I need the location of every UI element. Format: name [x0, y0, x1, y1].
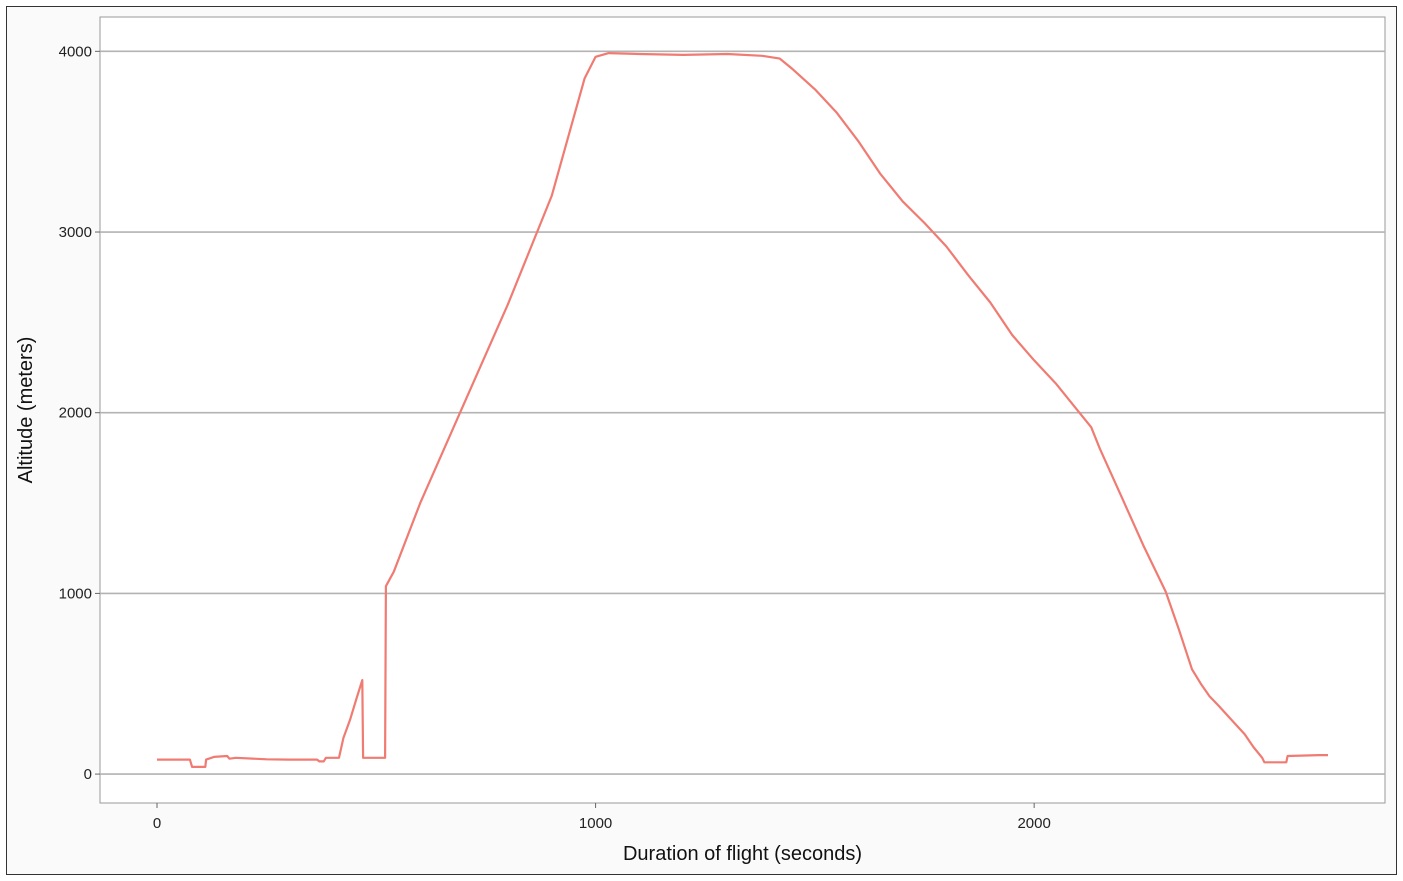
y-tick-label: 0 [84, 766, 92, 783]
y-axis-title: Altitude (meters) [15, 337, 37, 484]
altitude-series-line [157, 52, 1328, 768]
x-tick-label: 1000 [579, 815, 612, 832]
x-axis-title: Duration of flight (seconds) [623, 843, 862, 865]
gridlines [100, 50, 1385, 775]
axis-ticks: 0 1000 2000 3000 4000 0 1000 2000 [59, 43, 1051, 832]
x-tick-label: 2000 [1017, 815, 1050, 832]
y-tick-label: 3000 [59, 224, 92, 241]
x-tick-label: 0 [153, 815, 161, 832]
y-tick-label: 2000 [59, 405, 92, 422]
y-tick-label: 4000 [59, 43, 92, 60]
y-tick-label: 1000 [59, 585, 92, 602]
plot-background [99, 16, 1386, 804]
